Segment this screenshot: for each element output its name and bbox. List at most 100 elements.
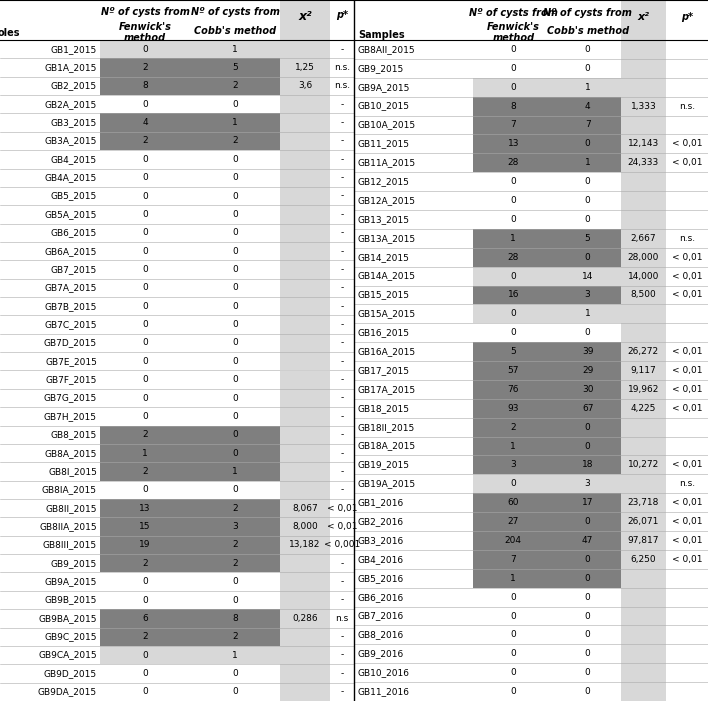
Text: n.s.: n.s. <box>679 479 695 489</box>
Text: GB7G_2015: GB7G_2015 <box>44 393 97 402</box>
Text: GB7H_2015: GB7H_2015 <box>44 412 97 421</box>
Text: 0: 0 <box>232 430 238 440</box>
Text: 0: 0 <box>232 339 238 348</box>
Text: 6,250: 6,250 <box>631 555 656 564</box>
Text: < 0,01: < 0,01 <box>671 461 702 470</box>
Text: 30: 30 <box>582 385 593 394</box>
Text: GB11_2016: GB11_2016 <box>357 687 409 696</box>
Text: n.s.: n.s. <box>334 81 350 90</box>
Text: 0: 0 <box>142 669 148 678</box>
Text: GB5A_2015: GB5A_2015 <box>45 210 97 219</box>
Text: 0: 0 <box>142 577 148 586</box>
Text: -: - <box>341 265 343 274</box>
Text: GB8I_2015: GB8I_2015 <box>48 467 97 476</box>
Text: GB6_2016: GB6_2016 <box>357 592 404 601</box>
Text: -: - <box>341 118 343 127</box>
Text: 2: 2 <box>142 430 148 440</box>
Text: -: - <box>341 155 343 164</box>
Text: 0: 0 <box>585 196 590 205</box>
Bar <box>280 554 330 573</box>
Bar <box>473 247 622 266</box>
Bar <box>473 116 622 135</box>
Text: 0: 0 <box>142 687 148 696</box>
Text: GB10_2015: GB10_2015 <box>357 102 409 111</box>
Text: p*: p* <box>680 12 693 22</box>
Text: GB3A_2015: GB3A_2015 <box>45 137 97 146</box>
Text: 5: 5 <box>232 63 238 72</box>
Text: 5: 5 <box>510 347 516 356</box>
Text: GB18_2015: GB18_2015 <box>357 404 409 413</box>
Text: GB1_2016: GB1_2016 <box>357 498 404 508</box>
Bar <box>473 97 622 116</box>
Text: 0: 0 <box>510 64 516 73</box>
Text: -: - <box>341 339 343 348</box>
Bar <box>622 97 666 116</box>
Bar <box>280 95 330 114</box>
Bar <box>622 569 666 587</box>
Text: 0: 0 <box>585 45 590 54</box>
Text: 0: 0 <box>585 252 590 261</box>
Text: 5: 5 <box>585 234 590 243</box>
Text: 57: 57 <box>508 366 519 375</box>
Bar <box>280 371 330 389</box>
Text: 0: 0 <box>585 64 590 73</box>
Text: 0: 0 <box>585 555 590 564</box>
Text: 8: 8 <box>142 81 148 90</box>
Text: 1,25: 1,25 <box>295 63 315 72</box>
Text: < 0,01: < 0,01 <box>671 498 702 508</box>
Text: 4: 4 <box>585 102 590 111</box>
Bar <box>622 191 666 210</box>
Text: 0: 0 <box>232 100 238 109</box>
Bar <box>622 456 666 475</box>
Text: GB8III_2015: GB8III_2015 <box>43 540 97 550</box>
Bar <box>280 407 330 426</box>
Text: 0: 0 <box>232 375 238 384</box>
Text: GB1_2015: GB1_2015 <box>51 45 97 54</box>
Text: GB9C_2015: GB9C_2015 <box>45 632 97 641</box>
Bar <box>473 456 622 475</box>
Text: < 0,01: < 0,01 <box>671 271 702 280</box>
Bar <box>622 399 666 418</box>
Text: GB13A_2015: GB13A_2015 <box>357 234 415 243</box>
Text: Nº of cysts from: Nº of cysts from <box>190 7 280 17</box>
Bar <box>473 494 622 512</box>
Text: Cobb's method: Cobb's method <box>547 26 629 36</box>
Text: 28: 28 <box>508 158 519 168</box>
Text: -: - <box>341 357 343 366</box>
Bar <box>280 609 330 627</box>
Text: 8,067: 8,067 <box>292 504 318 512</box>
Text: 204: 204 <box>505 536 522 545</box>
Bar <box>622 418 666 437</box>
Text: n.s: n.s <box>336 614 348 623</box>
Text: 67: 67 <box>582 404 593 413</box>
Bar <box>622 304 666 323</box>
Text: 0: 0 <box>142 393 148 402</box>
Bar <box>280 242 330 260</box>
Text: Nº of cysts from: Nº of cysts from <box>101 7 190 17</box>
Text: < 0,01: < 0,01 <box>671 290 702 299</box>
Text: GB8IA_2015: GB8IA_2015 <box>42 485 97 494</box>
Text: GB9B_2015: GB9B_2015 <box>45 596 97 604</box>
Bar <box>622 606 666 625</box>
Text: 27: 27 <box>508 517 519 526</box>
Text: -: - <box>341 247 343 256</box>
Text: -: - <box>341 301 343 311</box>
Text: GB9CA_2015: GB9CA_2015 <box>38 651 97 660</box>
Text: GB4_2015: GB4_2015 <box>51 155 97 164</box>
Text: < 0,001: < 0,001 <box>324 540 360 550</box>
Text: 0: 0 <box>510 196 516 205</box>
Text: 18: 18 <box>582 461 593 470</box>
Text: 8,500: 8,500 <box>631 290 656 299</box>
Bar <box>473 154 622 172</box>
Text: 0: 0 <box>510 177 516 186</box>
Text: 0: 0 <box>142 320 148 329</box>
Text: 0: 0 <box>510 649 516 658</box>
Bar <box>280 646 330 665</box>
Text: Nº of cysts from: Nº of cysts from <box>543 8 632 18</box>
Text: GB18A_2015: GB18A_2015 <box>357 442 415 451</box>
Text: 0: 0 <box>232 283 238 292</box>
Bar <box>280 499 330 517</box>
Bar <box>622 437 666 456</box>
Text: -: - <box>341 687 343 696</box>
Bar <box>473 342 622 361</box>
